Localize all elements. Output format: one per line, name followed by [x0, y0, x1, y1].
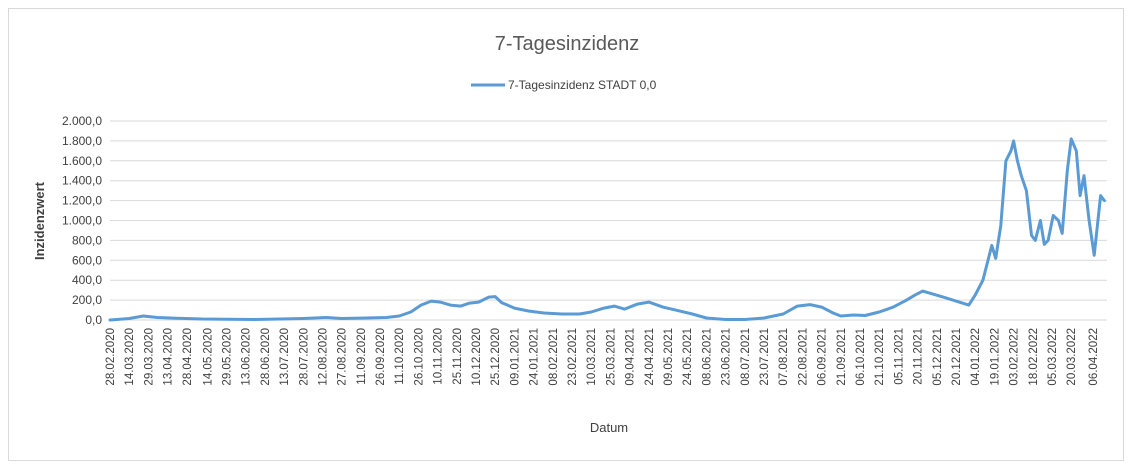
- x-axis-ticks: 28.02.2020 14.03.2020 29.03.2020 13.04.2020…: [105, 328, 1100, 386]
- x-tick-label: 12.08.2020: [317, 328, 329, 386]
- y-tick-label: 0,0: [85, 313, 102, 327]
- x-tick-label: 06.04.2022: [1088, 328, 1100, 386]
- y-tick-label: 1.200,0: [62, 194, 102, 208]
- y-tick-label: 1.400,0: [62, 174, 102, 188]
- x-tick-label: 20.11.2021: [913, 328, 925, 385]
- x-tick-label: 09.04.2021: [625, 328, 637, 386]
- y-tick-label: 400,0: [72, 273, 102, 287]
- x-tick-label: 27.08.2020: [337, 328, 349, 386]
- x-axis-title: Datum: [590, 420, 628, 435]
- chart-title: 7-Tagesinzidenz: [495, 33, 640, 55]
- x-tick-label: 10.12.2020: [471, 328, 483, 386]
- x-tick-label: 05.11.2021: [893, 328, 905, 385]
- y-tick-label: 200,0: [72, 293, 102, 307]
- x-tick-label: 14.03.2020: [124, 328, 136, 386]
- x-tick-label: 28.02.2020: [105, 328, 117, 386]
- y-axis-ticks: 0,0 200,0 400,0 600,0 800,0 1.000,0 1.200,0 1.4…: [62, 114, 102, 327]
- legend-label: 7-Tagesinzidenz STADT 0,0: [508, 78, 657, 92]
- x-tick-label: 04.01.2022: [970, 328, 982, 386]
- x-tick-label: 18.02.2022: [1028, 328, 1040, 386]
- x-tick-label: 11.10.2020: [394, 328, 406, 385]
- x-tick-label: 08.02.2021: [548, 328, 560, 386]
- x-tick-label: 13.04.2020: [163, 328, 175, 386]
- x-tick-label: 28.07.2020: [298, 328, 310, 386]
- x-tick-label: 06.09.2021: [817, 328, 829, 386]
- x-tick-label: 25.12.2020: [490, 328, 502, 386]
- x-tick-label: 10.03.2021: [586, 328, 598, 386]
- x-tick-label: 29.05.2020: [221, 328, 233, 386]
- x-tick-label: 25.03.2021: [605, 328, 617, 386]
- x-tick-label: 13.07.2020: [279, 328, 291, 386]
- x-tick-label: 08.06.2021: [701, 328, 713, 386]
- series-line: [108, 137, 1106, 322]
- x-tick-label: 23.07.2021: [759, 328, 771, 386]
- x-tick-label: 13.06.2020: [241, 328, 253, 386]
- x-tick-label: 21.10.2021: [874, 328, 886, 386]
- x-tick-label: 24.05.2021: [682, 328, 694, 386]
- x-tick-label: 05.03.2022: [1047, 328, 1059, 386]
- x-tick-label: 23.02.2021: [567, 328, 579, 386]
- y-tick-label: 1.000,0: [62, 214, 102, 228]
- x-tick-label: 11.09.2020: [356, 328, 368, 385]
- legend: 7-Tagesinzidenz STADT 0,0: [471, 78, 657, 92]
- x-tick-label: 03.02.2022: [1009, 328, 1021, 386]
- x-tick-label: 19.01.2022: [989, 328, 1001, 386]
- x-tick-label: 10.11.2020: [433, 328, 445, 385]
- x-tick-label: 14.05.2020: [202, 328, 214, 386]
- x-tick-label: 21.09.2021: [836, 328, 848, 386]
- x-tick-label: 22.08.2021: [797, 328, 809, 386]
- x-tick-label: 28.04.2020: [182, 328, 194, 386]
- x-tick-label: 07.08.2021: [778, 328, 790, 386]
- series-lines: [108, 137, 1106, 322]
- y-tick-label: 1.600,0: [62, 154, 102, 168]
- y-tick-label: 2.000,0: [62, 114, 102, 128]
- x-tick-label: 09.05.2021: [663, 328, 675, 386]
- x-tick-label: 06.10.2021: [855, 328, 867, 386]
- x-tick-label: 23.06.2021: [721, 328, 733, 386]
- x-tick-label: 24.04.2021: [644, 328, 656, 386]
- x-tick-label: 25.11.2020: [452, 328, 464, 385]
- gridlines: [110, 120, 1107, 321]
- x-tick-label: 26.09.2020: [375, 328, 387, 386]
- x-tick-label: 28.06.2020: [260, 328, 272, 386]
- y-axis-title: Inzidenzwert: [32, 181, 47, 260]
- x-tick-label: 24.01.2021: [529, 328, 541, 386]
- x-tick-label: 29.03.2020: [143, 328, 155, 386]
- y-tick-label: 800,0: [72, 233, 102, 247]
- x-tick-label: 05.12.2021: [932, 328, 944, 386]
- x-tick-label: 20.12.2021: [951, 328, 963, 386]
- x-tick-label: 08.07.2021: [740, 328, 752, 386]
- chart-area: [8, 8, 1124, 461]
- y-tick-label: 600,0: [72, 253, 102, 267]
- x-tick-label: 09.01.2021: [509, 328, 521, 386]
- x-tick-label: 20.03.2022: [1066, 328, 1078, 386]
- y-tick-label: 1.800,0: [62, 134, 102, 148]
- x-tick-label: 26.10.2020: [413, 328, 425, 386]
